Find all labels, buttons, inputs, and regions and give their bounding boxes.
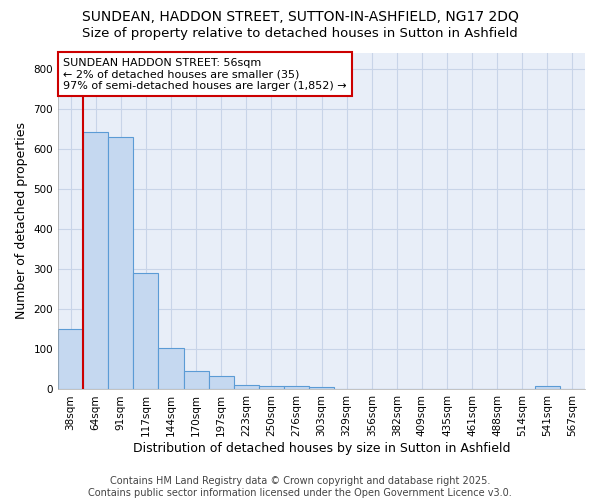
Text: Size of property relative to detached houses in Sutton in Ashfield: Size of property relative to detached ho… <box>82 28 518 40</box>
Text: SUNDEAN, HADDON STREET, SUTTON-IN-ASHFIELD, NG17 2DQ: SUNDEAN, HADDON STREET, SUTTON-IN-ASHFIE… <box>82 10 518 24</box>
X-axis label: Distribution of detached houses by size in Sutton in Ashfield: Distribution of detached houses by size … <box>133 442 510 455</box>
Bar <box>133 273 158 390</box>
Bar <box>259 386 284 390</box>
Text: Contains HM Land Registry data © Crown copyright and database right 2025.
Contai: Contains HM Land Registry data © Crown c… <box>88 476 512 498</box>
Bar <box>309 387 334 390</box>
Bar <box>83 132 108 390</box>
Bar <box>233 386 259 390</box>
Bar <box>284 386 309 390</box>
Text: SUNDEAN HADDON STREET: 56sqm
← 2% of detached houses are smaller (35)
97% of sem: SUNDEAN HADDON STREET: 56sqm ← 2% of det… <box>64 58 347 91</box>
Bar <box>209 376 233 390</box>
Bar <box>158 348 184 390</box>
Bar <box>58 330 83 390</box>
Bar <box>108 136 133 390</box>
Bar <box>184 372 209 390</box>
Bar <box>535 386 560 390</box>
Y-axis label: Number of detached properties: Number of detached properties <box>15 122 28 320</box>
